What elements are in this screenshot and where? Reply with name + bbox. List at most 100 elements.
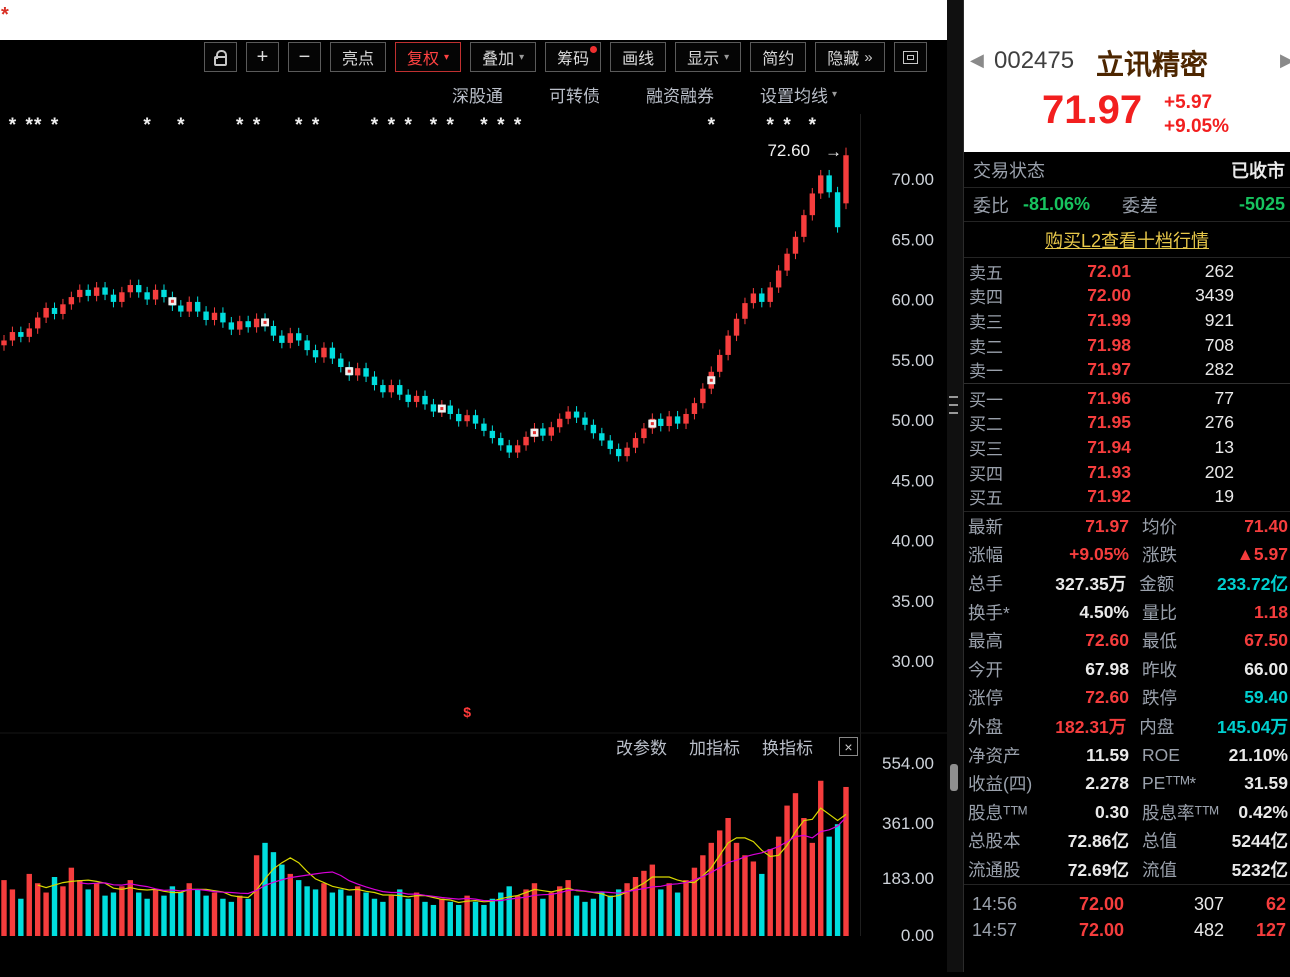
stat-value: 72.86亿 <box>1067 831 1129 852</box>
tick-list[interactable]: 14:56 72.00 307 62 14:57 72.00 482 127 <box>964 891 1290 939</box>
svg-text:*: * <box>447 115 455 136</box>
svg-text:*: * <box>388 115 396 136</box>
ask-label: 卖二 <box>969 337 1003 357</box>
stat-row: 最新 71.97 均价 71.40 <box>964 512 1290 541</box>
stat-label: 总值 <box>1142 831 1177 852</box>
svg-text:*: * <box>295 115 303 136</box>
stat-value: ▲5.97 <box>1236 544 1288 565</box>
toolbar-button-group: 亮点 复权 ▾ 叠加 ▾ 筹码 画线 显示 ▾ 简约 隐藏» <box>330 42 885 72</box>
stat-label: 流通股 <box>968 859 1021 880</box>
toolbar-overlay-button[interactable]: 叠加 ▾ <box>470 42 537 72</box>
tick-price: 72.00 <box>1078 893 1124 914</box>
bid-label: 买三 <box>969 439 1003 459</box>
orderbook-divider <box>964 382 1290 386</box>
tick-volume: 307 <box>1193 893 1224 914</box>
svg-text:*: * <box>253 115 261 136</box>
ask-row-5[interactable]: 卖一 71.97 282 <box>964 357 1290 382</box>
kline-chart-area[interactable]: * * * * * * * * * * * * * * * * * * * * * * 70.00 65.00 60.00 55.… <box>0 0 963 972</box>
panel-splitter[interactable] <box>947 0 963 972</box>
next-stock-button[interactable]: ▶ <box>1280 50 1290 71</box>
bid-label: 买二 <box>969 415 1003 435</box>
stat-label: 内盘 <box>1139 716 1175 737</box>
status-label: 交易状态 <box>973 160 1045 181</box>
subtab-sz-hk-connect[interactable]: 深股通 <box>452 82 503 107</box>
svg-text:361.00: 361.00 <box>882 814 934 833</box>
bid-rows: 买一 71.96 77 买二 71.95 276 买三 71.94 13 买四 71.93 202 买五… <box>964 386 1290 509</box>
stat-label: 最新 <box>968 516 1003 537</box>
stat-value: +9.05% <box>1069 544 1129 565</box>
stat-label: 量比 <box>1142 602 1177 623</box>
indicator-change-params-button[interactable]: 改参数 <box>616 739 667 758</box>
stat-value: 72.69亿 <box>1067 859 1129 880</box>
top-strip: * <box>0 0 963 40</box>
stat-label: 均价 <box>1142 516 1177 537</box>
prev-stock-button[interactable]: ◀ <box>970 50 984 70</box>
subtab-margin-trading[interactable]: 融资融券 <box>646 82 714 107</box>
indicator-add-indicator-button[interactable]: 加指标 <box>689 739 740 758</box>
stat-label: PEᵀᵀᴹ* <box>1142 773 1197 794</box>
toolbar-draw-line-button[interactable]: 画线 <box>610 42 667 72</box>
subtab-label: 设置均线 <box>760 87 828 106</box>
caret-down-icon: ▾ <box>832 89 838 100</box>
button-label: 筹码 <box>557 51 590 68</box>
ask-row-2[interactable]: 卖四 72.00 3439 <box>964 284 1290 309</box>
stat-label: 今开 <box>968 659 1003 680</box>
ask-label: 卖四 <box>969 288 1003 308</box>
bid-row-2[interactable]: 买二 71.95 276 <box>964 411 1290 436</box>
bid-row-3[interactable]: 买三 71.94 13 <box>964 435 1290 460</box>
toolbar-highlight-button[interactable]: 亮点 <box>330 42 387 72</box>
bid-price: 71.93 <box>1087 461 1131 482</box>
stat-label: 昨收 <box>1142 659 1177 680</box>
lock-button[interactable] <box>204 42 237 72</box>
svg-text:554.00: 554.00 <box>882 754 934 773</box>
ask-row-3[interactable]: 卖三 71.99 921 <box>964 308 1290 333</box>
ask-label: 卖三 <box>969 312 1003 332</box>
stat-label: 外盘 <box>968 716 1003 737</box>
bid-row-1[interactable]: 买一 71.96 77 <box>964 386 1290 411</box>
bid-row-5[interactable]: 买五 71.92 19 <box>964 484 1290 509</box>
toolbar-display-button[interactable]: 显示 ▾ <box>675 42 742 72</box>
indicator-toolbar-items: 改参数 加指标 换指标 <box>616 734 813 759</box>
subtab-ma-settings[interactable]: 设置均线 ▾ <box>760 82 837 107</box>
button-label: 隐藏 <box>827 51 860 68</box>
close-indicator-button[interactable]: × <box>839 737 858 756</box>
tick-volume: 482 <box>1193 919 1224 939</box>
subtab-convertible-bond[interactable]: 可转债 <box>549 82 600 107</box>
svg-text:55.00: 55.00 <box>891 351 934 370</box>
toolbar-adjust-button[interactable]: 复权 ▾ <box>395 42 462 72</box>
red-dot-badge <box>590 46 598 53</box>
ask-label: 卖五 <box>969 263 1003 283</box>
stat-value: 67.50 <box>1244 630 1288 651</box>
svg-text:*: * <box>708 115 716 136</box>
order-book: 卖五 72.01 262 卖四 72.00 3439 卖三 71.99 921 卖二 71.98 70… <box>964 259 1290 512</box>
ask-price: 71.97 <box>1087 359 1131 380</box>
button-label: 复权 <box>407 51 440 68</box>
ask-price: 72.01 <box>1087 260 1131 281</box>
stat-row: 流通股 72.69亿 流值 5232亿 <box>964 855 1290 884</box>
tick-row: 14:56 72.00 307 62 <box>964 891 1290 917</box>
splitter-grip-icon[interactable] <box>949 396 958 418</box>
svg-text:70.00: 70.00 <box>891 170 934 189</box>
bid-amount: 202 <box>1204 461 1234 482</box>
bid-price: 71.92 <box>1087 486 1131 507</box>
stat-label: 涨停 <box>968 688 1003 709</box>
toolbar-simple-button[interactable]: 简约 <box>750 42 807 72</box>
price-change-pct: +9.05% <box>1164 116 1229 137</box>
ask-amount: 3439 <box>1195 285 1234 306</box>
button-label: 亮点 <box>342 51 375 68</box>
ask-row-4[interactable]: 卖二 71.98 708 <box>964 333 1290 358</box>
bid-price: 71.94 <box>1087 436 1131 457</box>
svg-text:*: * <box>34 115 42 136</box>
fullscreen-button[interactable] <box>893 42 927 72</box>
toolbar-chips-button[interactable]: 筹码 <box>545 42 602 72</box>
buy-l2-link[interactable]: 购买L2查看十档行情 <box>1044 230 1210 251</box>
ask-row-1[interactable]: 卖五 72.01 262 <box>964 259 1290 284</box>
zoom-out-button[interactable]: − <box>288 42 321 72</box>
zoom-in-button[interactable]: + <box>246 42 279 72</box>
scrollbar-thumb[interactable] <box>950 764 958 791</box>
toolbar-hide-button[interactable]: 隐藏» <box>815 42 885 72</box>
candlestick-chart[interactable]: * * * * * * * * * * * * * * * * * * * * * * 70.00 65.00 60.00 55.… <box>0 0 963 972</box>
bid-row-4[interactable]: 买四 71.93 202 <box>964 460 1290 485</box>
weicha-value: -5025 <box>1238 194 1285 214</box>
indicator-switch-indicator-button[interactable]: 换指标 <box>762 739 813 758</box>
